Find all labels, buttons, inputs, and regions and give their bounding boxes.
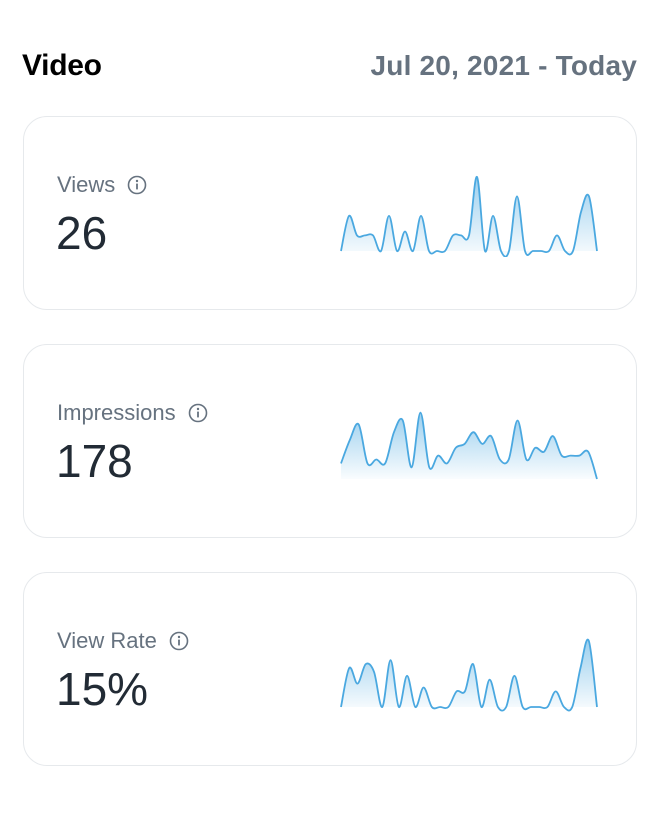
info-icon[interactable] (188, 403, 208, 423)
metric-label: Impressions (57, 400, 176, 425)
info-icon[interactable] (169, 631, 189, 651)
metric-card-impressions: Impressions 178 (23, 344, 637, 538)
metric-label-row: View Rate (57, 627, 189, 655)
sparkline-line (340, 638, 598, 712)
sparkline-chart (340, 175, 598, 257)
date-range[interactable]: Jul 20, 2021 - Today (370, 50, 637, 81)
info-icon[interactable] (127, 175, 147, 195)
sparkline-area (341, 176, 597, 257)
page-title: Video (22, 49, 102, 82)
metric-value: 26 (56, 207, 108, 259)
header: Video Jul 20, 2021 - Today (22, 44, 637, 88)
metric-value: 178 (56, 435, 133, 487)
metric-label: View Rate (57, 628, 157, 653)
metric-card-view-rate: View Rate 15% (23, 572, 637, 766)
sparkline-chart (340, 411, 598, 480)
metric-label-row: Impressions (57, 399, 208, 427)
sparkline-area (341, 412, 597, 479)
metric-label: Views (57, 172, 116, 197)
metric-value: 15% (56, 663, 149, 715)
metric-label-row: Views (57, 171, 147, 199)
metric-card-views: Views 26 (23, 116, 637, 310)
sparkline-line (340, 175, 598, 257)
sparkline-line (340, 411, 598, 480)
sparkline-chart (340, 638, 598, 712)
